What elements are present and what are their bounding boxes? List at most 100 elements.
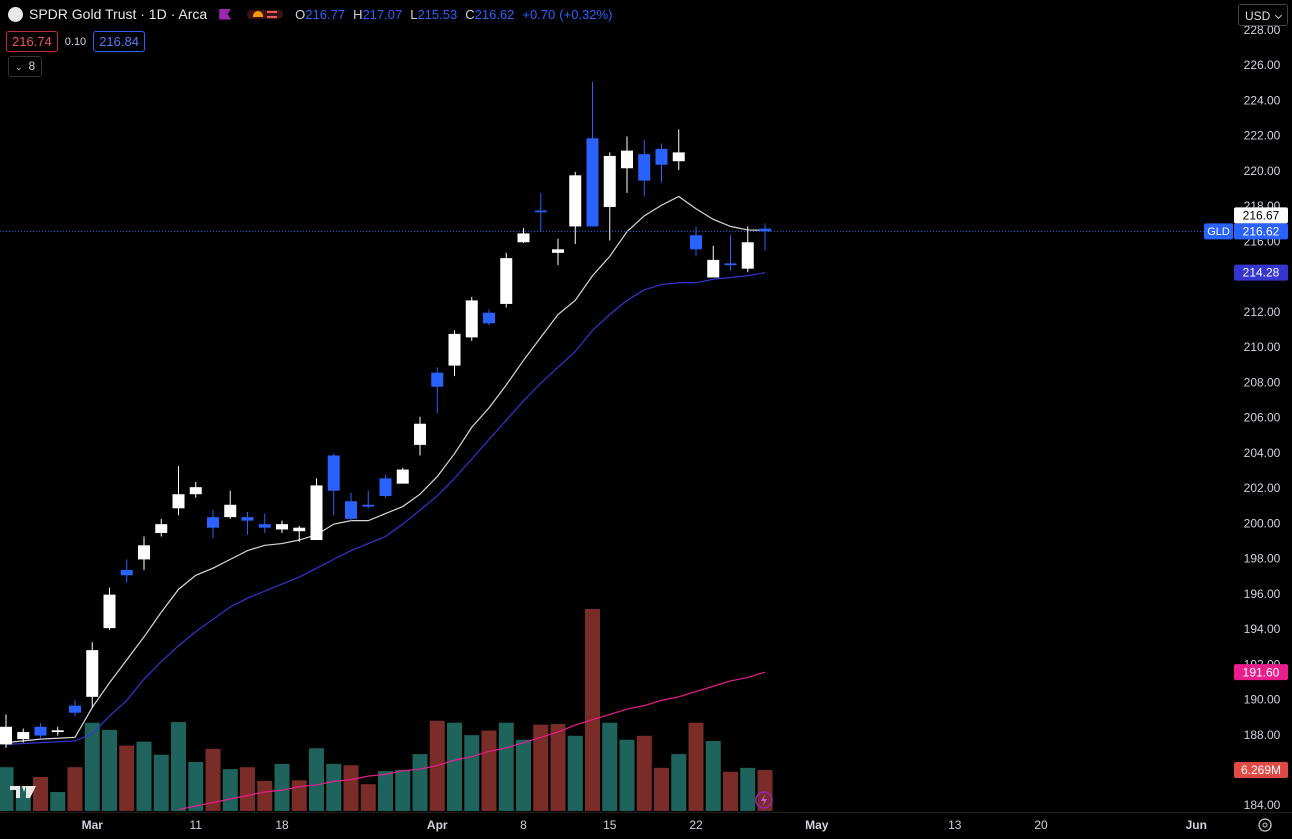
- spread: 0.10: [64, 35, 87, 48]
- low-label: L: [410, 6, 418, 22]
- flag-icon[interactable]: [219, 8, 232, 20]
- candle-body: [517, 233, 530, 243]
- volume-bar: [50, 792, 66, 811]
- indicator-count: 8: [28, 59, 36, 73]
- candle-body: [172, 494, 185, 509]
- candle-body: [327, 455, 340, 491]
- x-tick-label: 22: [689, 818, 703, 832]
- candle-body: [155, 524, 168, 533]
- volume-bar: [602, 722, 618, 811]
- ema-slow-badge-bg: [1234, 264, 1288, 281]
- settings-icon[interactable]: [1258, 818, 1272, 832]
- volume-bar: [136, 741, 152, 811]
- volume-bar: [619, 739, 635, 811]
- candle-body: [241, 517, 254, 521]
- x-tick-label: 18: [275, 818, 289, 832]
- currency: USD: [1245, 9, 1271, 23]
- candle-body: [724, 263, 737, 266]
- change-percent: (+0.32%): [559, 6, 613, 22]
- candle-body: [483, 312, 495, 324]
- indicator-line: [5, 271, 766, 745]
- open-label: O: [295, 6, 306, 22]
- volume-bar: [153, 754, 169, 811]
- x-tick-label: Mar: [82, 818, 104, 832]
- volume-bar: [360, 784, 376, 811]
- candle-body: [379, 478, 392, 496]
- candle-body: [293, 527, 306, 532]
- candle-body: [707, 259, 720, 278]
- indicator-line: [178, 671, 766, 811]
- y-tick-label: 204.00: [1244, 446, 1281, 460]
- y-tick-label: 226.00: [1244, 58, 1281, 72]
- y-tick-label: 212.00: [1244, 305, 1281, 319]
- high-label: H: [353, 6, 363, 22]
- volume-bar: [654, 767, 669, 811]
- volume-bar: [274, 763, 290, 811]
- replay-icon[interactable]: [755, 791, 773, 809]
- y-tick-label: 194.00: [1244, 622, 1281, 636]
- candle-body: [396, 469, 409, 484]
- candle-body: [448, 333, 461, 366]
- y-tick-label: 196.00: [1244, 587, 1281, 601]
- candle-body: [655, 148, 668, 165]
- symbol-title[interactable]: SPDR Gold Trust · 1D · Arca: [29, 6, 208, 22]
- sma-badge-bg: [1234, 664, 1288, 681]
- currency-dropdown[interactable]: USD: [1238, 4, 1288, 26]
- axes: 184.00186.00188.00190.00192.00194.00196.…: [82, 23, 1288, 832]
- close-label: C: [465, 6, 475, 22]
- candle-body: [690, 235, 702, 250]
- y-tick-label: 190.00: [1244, 693, 1281, 707]
- close-value: 216.62: [474, 6, 515, 22]
- session-icons[interactable]: [247, 9, 284, 19]
- volume-bar: [481, 730, 497, 811]
- tv-logo[interactable]: [10, 786, 36, 798]
- candle-body: [345, 501, 357, 519]
- buy-button[interactable]: 216.84: [93, 31, 145, 52]
- candle-body: [431, 372, 444, 387]
- flags: [219, 8, 232, 20]
- candle-body: [603, 155, 616, 208]
- candle-body: [258, 524, 271, 528]
- volume-bar: [705, 741, 721, 811]
- volume-badge: 6.269M: [1241, 763, 1281, 777]
- candle-body: [224, 504, 237, 518]
- sell-button[interactable]: 216.74: [6, 31, 58, 52]
- volume-bar: [533, 724, 549, 811]
- x-tick-label: 8: [520, 818, 527, 832]
- volume-bar: [343, 765, 359, 811]
- candle-body: [672, 152, 685, 162]
- sma-badge: 191.60: [1243, 665, 1280, 679]
- y-tick-label: 220.00: [1244, 164, 1281, 178]
- candle-body: [465, 300, 478, 338]
- candle-body: [138, 545, 150, 560]
- symbol-header: SPDR Gold Trust · 1D · Arca O 216.77 H 217…: [8, 6, 612, 22]
- volume-bar: [740, 767, 756, 811]
- candle-body: [276, 524, 288, 530]
- x-tick-label: 13: [948, 818, 962, 832]
- volume-bar: [119, 745, 135, 811]
- change: +0.70: [522, 6, 556, 22]
- quote-bar: 216.74 0.10 216.84: [6, 31, 145, 52]
- y-tick-label: 198.00: [1244, 552, 1281, 566]
- ticker-tag: GLD: [1207, 226, 1230, 238]
- sun-icon: [253, 11, 264, 17]
- indicators-toggle[interactable]: ⌄ 8: [8, 56, 43, 77]
- volume-bar: [67, 767, 83, 811]
- volume-bar: [516, 739, 531, 811]
- y-tick-label: 222.00: [1244, 129, 1281, 143]
- x-tick-label: 20: [1034, 818, 1048, 832]
- volume-bar: [395, 769, 411, 811]
- volume-bar: [688, 722, 704, 811]
- candle-body: [586, 138, 599, 227]
- volume-badge-bg: [1234, 761, 1288, 778]
- high-value: 217.07: [362, 6, 403, 22]
- ticker-tag-bg: [1204, 223, 1233, 240]
- volume-bar: [447, 722, 462, 811]
- volume-bar: [723, 771, 738, 811]
- open-value: 216.77: [305, 6, 346, 22]
- x-tick-label: 15: [603, 818, 617, 832]
- volume-bar: [240, 767, 255, 811]
- last-price-badge-bg: [1234, 223, 1288, 240]
